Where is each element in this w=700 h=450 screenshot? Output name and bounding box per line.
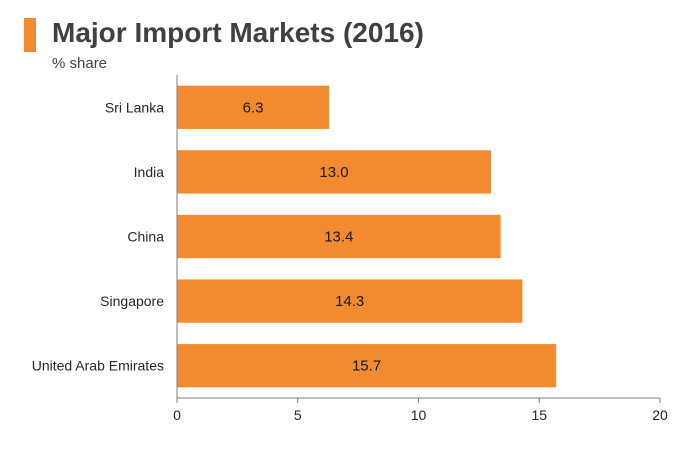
bar-india [177,150,491,194]
labels-group: 6.3 Sri Lanka 13.0 India 13.4 China 14.3 Singap… [32,99,668,423]
axes-group [176,75,661,403]
category-label: Sri Lanka [105,99,164,115]
bar-singapore [177,279,523,323]
bar-united-arab-emirates [177,344,557,388]
x-tick-label: 10 [411,407,427,423]
value-label: 6.3 [243,99,264,116]
x-tick-label: 20 [652,407,668,423]
value-label: 14.3 [335,293,364,310]
bar-china [177,214,501,259]
bars-group [177,85,557,388]
value-label: 15.7 [352,358,381,375]
value-label: 13.4 [324,229,353,246]
category-label: United Arab Emirates [32,358,164,374]
title-accent-bar [24,18,36,52]
value-label: 13.0 [319,164,348,181]
x-tick-label: 15 [531,407,547,423]
category-label: Singapore [100,293,164,309]
x-tick-label: 5 [294,407,302,423]
chart-title: Major Import Markets (2016) [52,17,424,48]
category-label: India [134,164,165,180]
category-label: China [127,229,164,245]
bar-sri-lanka [177,85,330,129]
chart-subtitle: % share [52,55,108,72]
x-tick-label: 0 [173,407,181,423]
